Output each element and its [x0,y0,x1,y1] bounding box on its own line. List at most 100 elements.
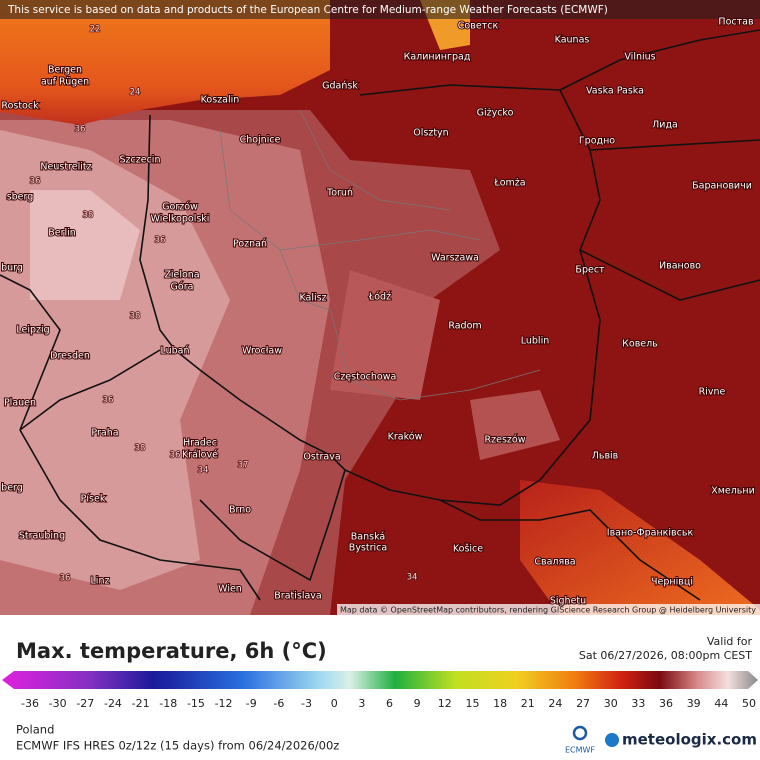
scale-label: 24 [548,697,562,710]
legend-title: Max. temperature, 6h (°C) [16,639,327,663]
city-label: Hradec [183,438,217,449]
model-info: ECMWF IFS HRES 0z/12z (15 days) from 06/… [16,739,339,753]
color-scale [2,671,758,689]
city-label: Lublin [521,336,549,347]
sea-zone [0,0,330,125]
city-label: Praha [91,428,118,439]
region-name: Poland [16,723,54,737]
city-label: Toruń [326,188,353,199]
city-label: sberg [7,192,34,203]
isotherm-label: 38 [130,312,141,322]
scale-label: 6 [386,697,393,710]
scale-label: 27 [576,697,590,710]
scale-label: -36 [21,697,39,710]
scale-label: 3 [358,697,365,710]
isotherm-label: 34 [407,573,418,583]
city-label: Гродно [579,136,615,147]
city-label: Warszawa [431,253,479,264]
isotherm-label: 36 [155,236,166,246]
city-label: Брест [575,265,605,276]
scale-label: 21 [521,697,535,710]
notice-bar [0,0,760,19]
scale-label: 18 [493,697,507,710]
city-label: Chojnice [240,135,281,146]
city-label: Zielona [164,270,199,281]
hot-zone [520,480,760,615]
scale-label: -24 [104,697,122,710]
scale-label: 15 [465,697,479,710]
isotherm-label: 36 [75,125,86,135]
scale-label: 0 [331,697,338,710]
city-label: Барановичи [692,181,752,192]
city-label: Постав [718,17,754,28]
city-label: Brno [229,505,251,516]
isotherm-label: 38 [83,211,94,221]
scale-label: -27 [76,697,94,710]
meteologix-logo[interactable]: meteologix.com [622,731,757,749]
isotherm-label: 38 [135,444,146,454]
isotherm-label: 22 [90,25,101,35]
isotherm-label: 24 [130,88,141,98]
scale-label: -12 [215,697,233,710]
city-label: Bratislava [274,591,321,602]
valid-time: Sat 06/27/2026, 08:00pm CEST [579,649,752,662]
warm-zone [330,270,440,400]
notice-text: This service is based on data and produc… [7,4,608,16]
city-label: Dresden [50,351,90,362]
city-label: Banská [351,532,385,543]
city-label: Lubań [160,346,189,357]
valid-label: Valid for [707,635,753,648]
city-label: Ковель [622,339,658,350]
scale-labels: -36 -30 -27 -24 -21 -18 -15 -12 -9 -6 -3 0 3 6 9 12 15 18… [21,697,756,710]
city-label: Łódź [368,292,391,303]
scale-label: 30 [604,697,618,710]
isotherm-label: 34 [198,466,209,476]
isotherm-labels: 22 24 36 36 38 36 38 36 36 34 37 34 36 38 [29,24,418,585]
city-label: Gdańsk [322,81,358,92]
city-label: Szczecin [120,155,161,166]
ecmwf-icon [572,725,588,741]
city-label: Kalisz [299,293,326,304]
city-label: Bergen [48,65,82,76]
city-label: Rzeszów [485,435,526,446]
scale-label: 44 [714,697,728,710]
city-label: Vilnius [624,52,655,63]
attribution-text: Map data © OpenStreetMap contributors, r… [340,606,756,615]
city-label: auf Rügen [41,77,89,88]
city-label: Чернівці [651,577,693,588]
meteologix-icon [605,733,619,747]
city-label: Sighetu [550,596,586,607]
city-label: Wrocław [242,346,282,357]
city-label: Písek [81,494,106,505]
city-label: Neustrelitz [40,162,91,173]
ecmwf-logo: ECMWF [565,746,595,755]
city-label: Leipzig [16,325,49,336]
country-borders [0,29,760,601]
isotherm-label: 36 [170,451,181,461]
city-label: Rostock [1,101,39,112]
city-label: Kaunas [555,35,590,46]
city-label: Košice [453,544,483,555]
scale-label: -15 [187,697,205,710]
city-label: Лида [652,120,678,131]
city-label: Linz [91,576,110,587]
city-label: Bystrica [349,543,387,554]
warm-zone [470,390,560,460]
isotherm-label: 36 [60,574,71,584]
scale-label: 39 [687,697,701,710]
city-label: Иваново [659,261,701,272]
city-label: Gorzów [162,202,198,213]
city-label: Rivne [699,387,726,398]
city-label: Plauen [4,398,36,409]
city-label: Хмельни [711,486,755,497]
city-label: Vaska Paska [586,86,644,97]
region-borders [219,109,541,401]
scale-label: -18 [159,697,177,710]
scale-label: -9 [246,697,257,710]
city-label: Berlin [48,228,76,239]
city-label: Івано-Франківськ [607,528,694,539]
city-label: Łomża [493,178,525,189]
city-label: burg [1,263,23,274]
scale-label: 9 [414,697,421,710]
